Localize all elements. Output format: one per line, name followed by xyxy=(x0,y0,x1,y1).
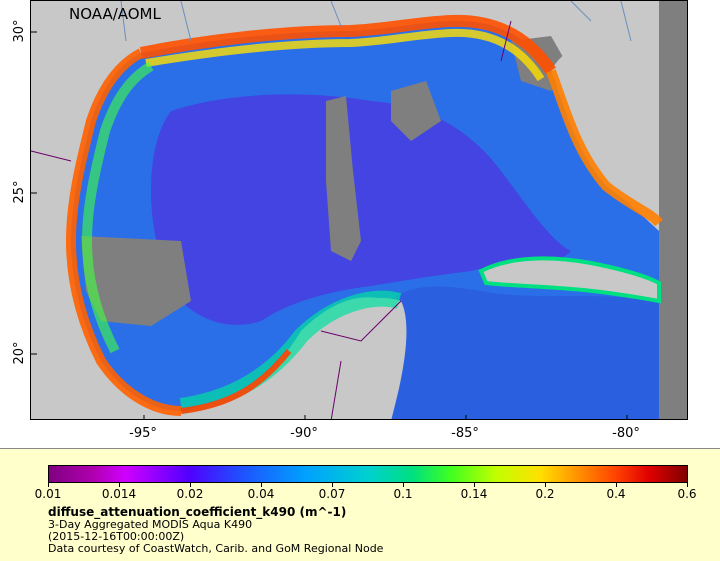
map-frame[interactable]: NOAA/AOML xyxy=(30,0,688,420)
coastal-band-campeche-outer xyxy=(180,349,292,414)
florida-land xyxy=(551,19,659,231)
colorbar-label: 0.6 xyxy=(677,487,697,501)
y-tick-label: 25° xyxy=(12,180,28,204)
no-data-gap xyxy=(81,236,191,326)
colorbar-tick xyxy=(403,483,404,487)
deep-water xyxy=(151,94,571,325)
cuba-island xyxy=(478,256,661,304)
colorbar-tick xyxy=(474,483,475,487)
colorbar xyxy=(48,465,688,483)
coastal-band-campeche xyxy=(179,290,402,414)
x-tick-label: -80° xyxy=(612,426,640,441)
legend-time: (2015-12-16T00:00:00Z) xyxy=(48,530,185,543)
colorbar-label: 0.01 xyxy=(34,487,62,501)
x-tick-label: -95° xyxy=(129,426,157,441)
no-data-gap xyxy=(391,81,441,141)
no-data-strip xyxy=(659,1,687,419)
mexico-land xyxy=(31,71,181,419)
coastal-band-west xyxy=(65,48,182,416)
legend-variable-name: diffuse_attenuation_coefficient_k490 (m^… xyxy=(48,505,347,519)
coastal-band-north-inner xyxy=(145,28,545,82)
y-tick-marks xyxy=(31,31,37,355)
colorbar-label: 0.14 xyxy=(460,487,488,501)
map-canvas xyxy=(31,1,687,419)
no-data-gap xyxy=(326,96,361,261)
legend-credit: Data courtesy of CoastWatch, Carib. and … xyxy=(48,542,384,555)
colorbar-tick xyxy=(545,483,546,487)
colorbar-tick xyxy=(48,483,49,487)
colorbar-tick xyxy=(190,483,191,487)
map-credit: NOAA/AOML xyxy=(69,5,161,23)
coastal-band-north xyxy=(139,14,556,75)
colorbar-label: 0.02 xyxy=(176,487,204,501)
colorbar-label: 0.04 xyxy=(247,487,275,501)
legend-dataset: 3-Day Aggregated MODIS Aqua K490 xyxy=(48,518,253,531)
river-line xyxy=(120,1,632,42)
y-tick-label: 20° xyxy=(12,341,28,365)
colorbar-tick xyxy=(261,483,262,487)
colorbar-label: 0.07 xyxy=(318,487,346,501)
colorbar-tick xyxy=(616,483,617,487)
colorbar-label: 0.2 xyxy=(535,487,555,501)
border-line xyxy=(31,20,512,419)
legend-panel: 0.01 0.014 0.02 0.04 0.07 0.1 0.14 0.2 0… xyxy=(0,448,720,561)
coastal-band-florida xyxy=(546,69,663,227)
colorbar-label: 0.014 xyxy=(101,487,137,501)
x-tick-label: -85° xyxy=(451,426,479,441)
colorbar-tick xyxy=(119,483,120,487)
x-tick-marks xyxy=(143,415,628,419)
y-tick-label: 30° xyxy=(12,19,28,43)
colorbar-label: 0.4 xyxy=(606,487,626,501)
colorbar-tick xyxy=(332,483,333,487)
coastal-band-west-inner xyxy=(81,61,154,354)
x-tick-label: -90° xyxy=(290,426,318,441)
yucatan-land xyxy=(261,297,407,419)
colorbar-label: 0.1 xyxy=(393,487,413,501)
caribbean-water xyxy=(381,286,659,419)
colorbar-tick xyxy=(687,483,688,487)
